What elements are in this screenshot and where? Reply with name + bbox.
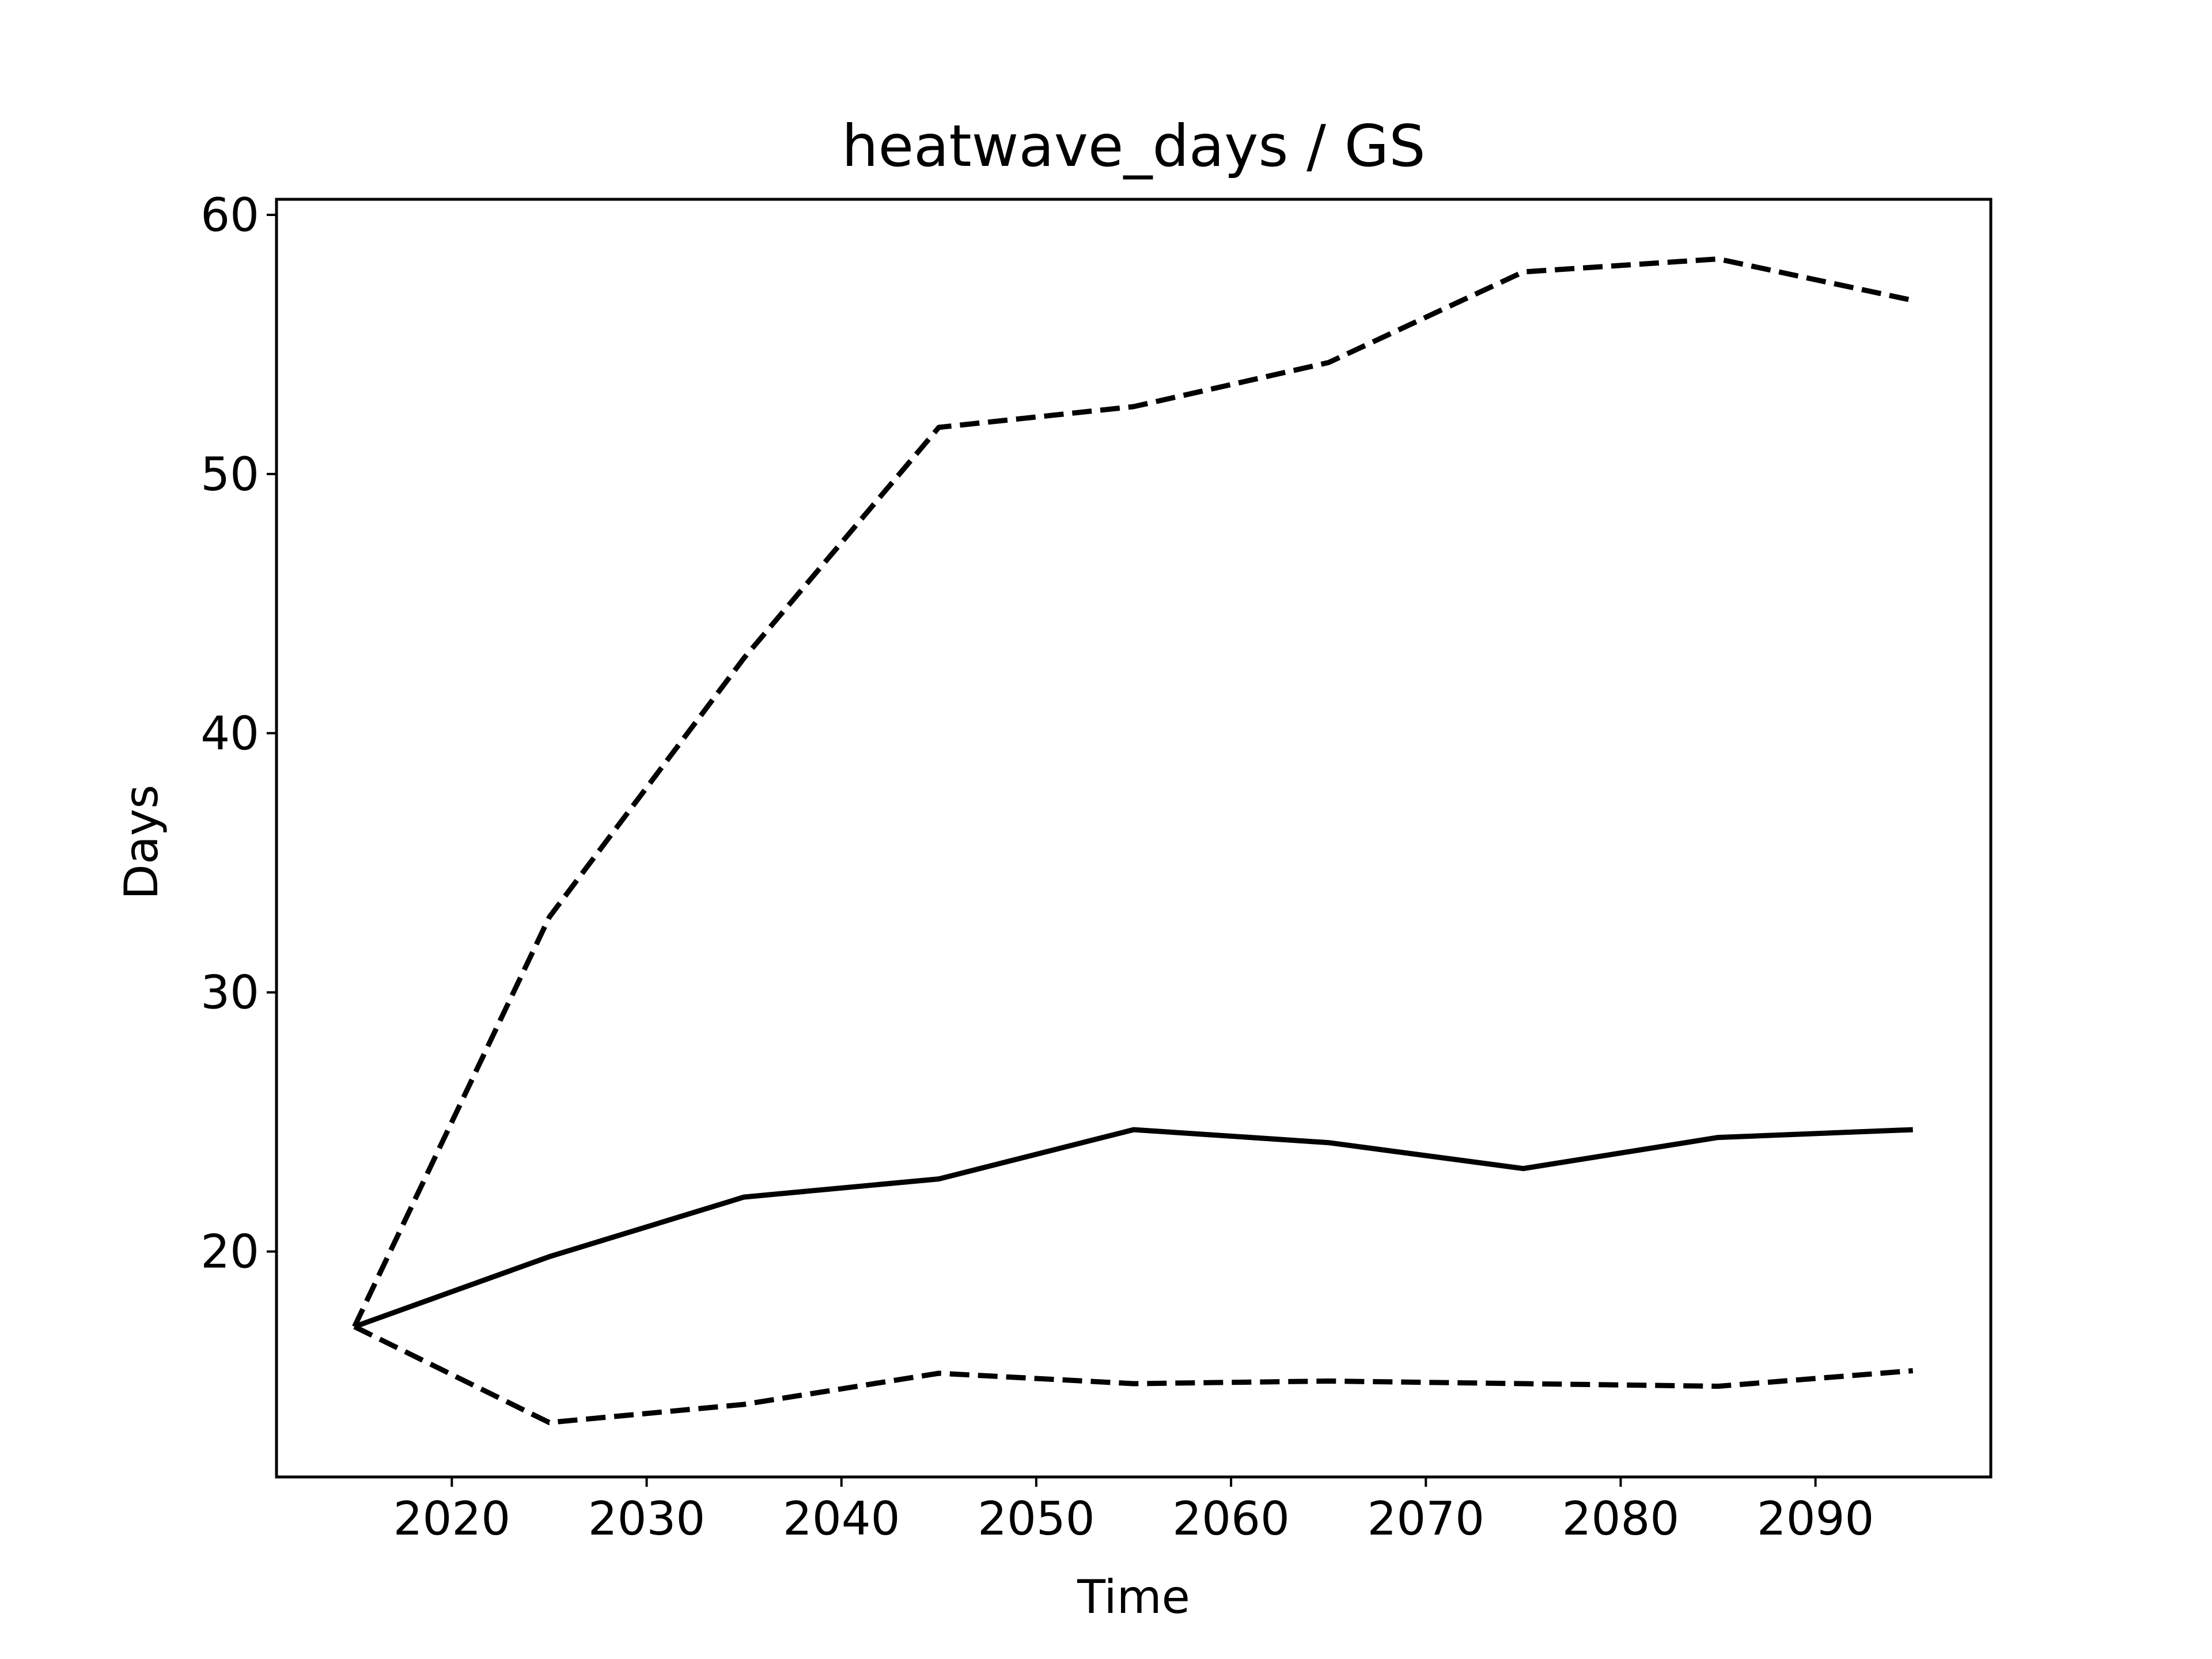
- x-tick-label: 2040: [783, 1492, 900, 1546]
- x-tick-label: 2030: [588, 1492, 706, 1546]
- chart-title: heatwave_days / GS: [842, 112, 1425, 180]
- x-axis-ticks: 2020 2030 2040 2050 2060 2070 2080 2090: [393, 1477, 1874, 1546]
- x-tick-label: 2050: [978, 1492, 1095, 1546]
- y-tick-label: 40: [200, 707, 259, 760]
- x-tick-label: 2060: [1172, 1492, 1290, 1546]
- series-line-1: [353, 1127, 1913, 1330]
- x-tick-label: 2090: [1757, 1492, 1874, 1546]
- series-line-2: [352, 256, 1914, 1328]
- y-axis-ticks: 20 30 40 50 60: [200, 188, 276, 1279]
- x-tick-label: 2020: [393, 1492, 511, 1546]
- series-line-3: [353, 1324, 1914, 1425]
- x-tick-label: 2070: [1367, 1492, 1484, 1546]
- plot-lines: [352, 256, 1914, 1425]
- y-tick-label: 60: [200, 188, 259, 242]
- y-tick-label: 20: [200, 1225, 259, 1279]
- x-tick-label: 2080: [1562, 1492, 1680, 1546]
- y-tick-label: 30: [200, 966, 259, 1020]
- x-axis-label: Time: [1077, 1570, 1190, 1624]
- plot-frame: [275, 198, 1993, 1479]
- y-axis-label: Days: [115, 785, 168, 900]
- y-tick-label: 50: [200, 448, 259, 501]
